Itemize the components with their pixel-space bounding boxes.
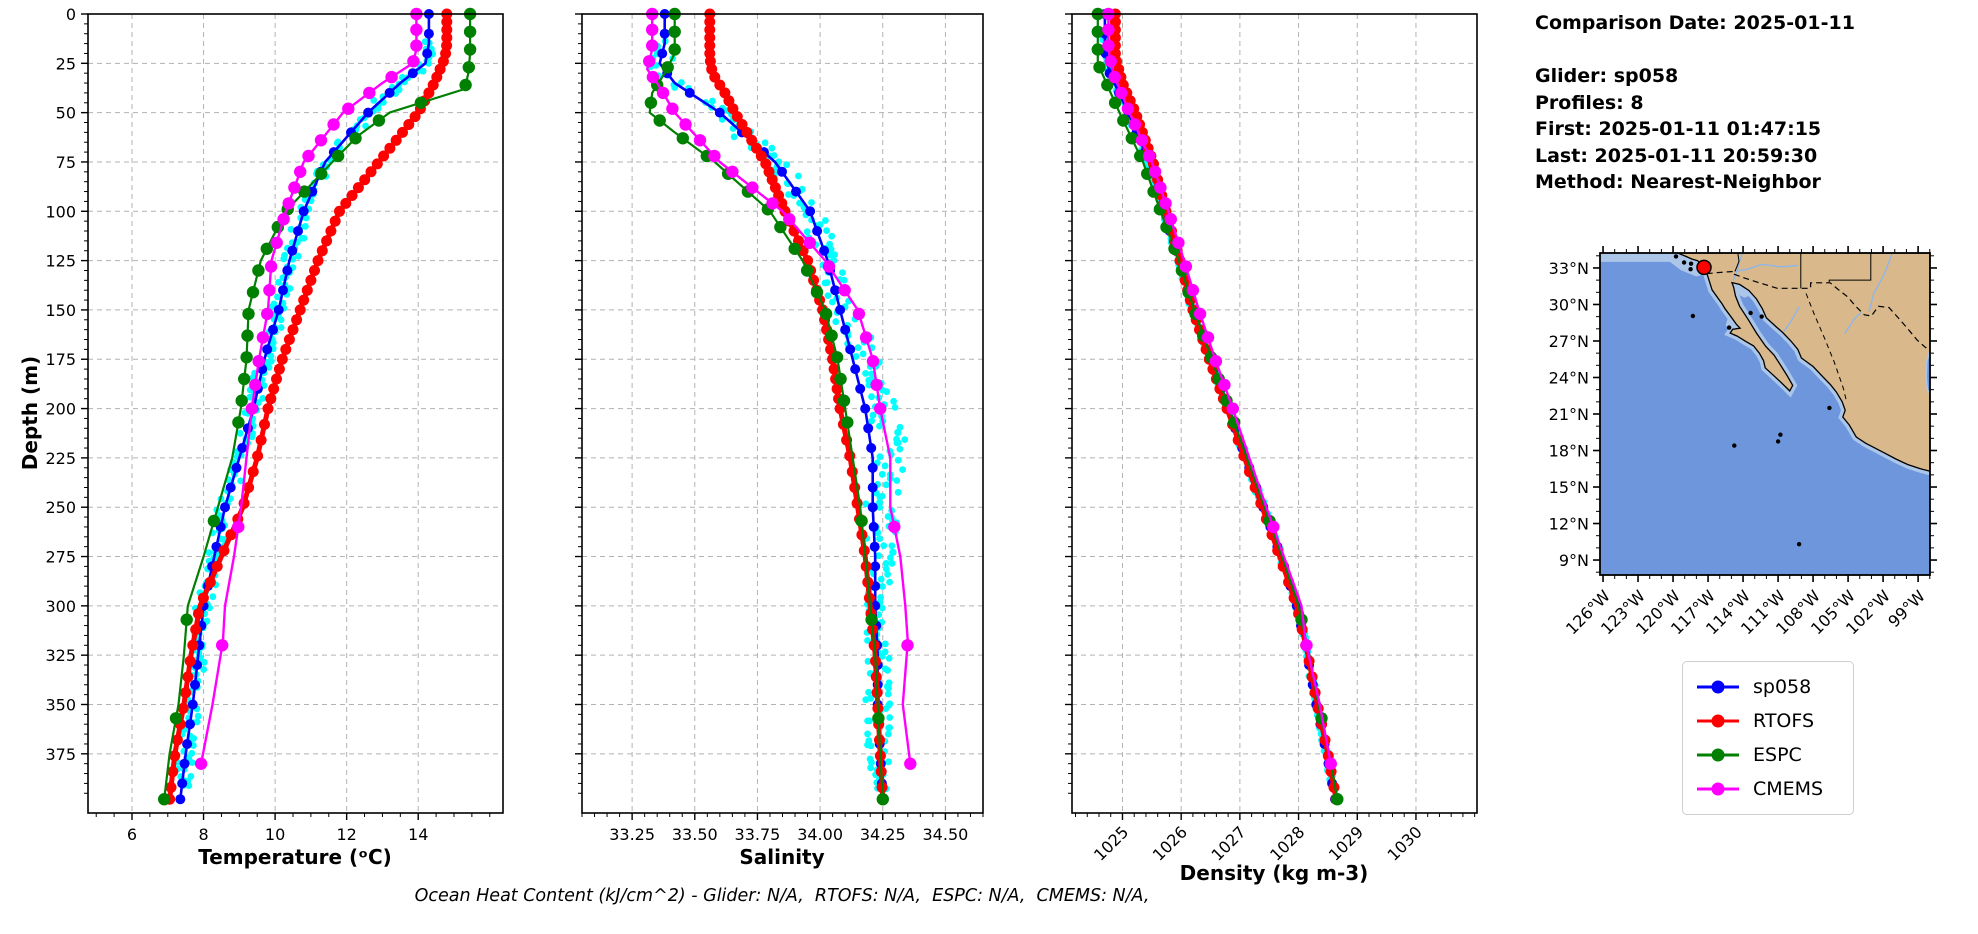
svg-text:350: 350 [45, 695, 76, 714]
svg-text:27°N: 27°N [1549, 332, 1589, 351]
svg-text:34.00: 34.00 [797, 825, 843, 844]
density-profile-plot: 1025 1026 1027 1028 1029 1030 [1065, 7, 1478, 865]
last-profile-time-text: Last: 2025-01-11 20:59:30 [1535, 144, 1818, 167]
legend-item-espc: ESPC [1695, 738, 1841, 772]
svg-text:21°N: 21°N [1549, 405, 1589, 424]
ocean-heat-content-footnote: Ocean Heat Content (kJ/cm^2) - Glider: N… [414, 886, 1150, 906]
temperature-profile-plot: 6 8 10 12 14 0 25 50 75 100 125 150 175 200 225 250 275 3… [45, 5, 504, 844]
legend-label-sp058: sp058 [1753, 676, 1812, 698]
svg-text:50: 50 [56, 104, 76, 123]
first-profile-time-text: First: 2025-01-11 01:47:15 [1535, 118, 1822, 140]
svg-text:225: 225 [45, 449, 76, 468]
rtofs-line-swatch [1697, 714, 1739, 728]
glider-name-text: Glider: sp058 [1535, 65, 1679, 87]
comparison-date-text: Comparison Date: 2025-01-11 [1535, 12, 1855, 34]
legend-label-rtofs: RTOFS [1753, 710, 1815, 732]
legend-label-espc: ESPC [1753, 744, 1802, 766]
density-axis-label: Density (kg m-3) [1179, 861, 1369, 885]
legend-item-cmems: CMEMS [1695, 772, 1841, 806]
svg-text:8: 8 [198, 825, 208, 844]
svg-text:375: 375 [45, 745, 76, 764]
svg-text:100: 100 [45, 202, 76, 221]
svg-text:18°N: 18°N [1549, 442, 1589, 461]
svg-text:1028: 1028 [1266, 822, 1308, 864]
svg-text:10: 10 [265, 825, 285, 844]
cmems-line-swatch [1697, 782, 1739, 796]
svg-text:30°N: 30°N [1549, 295, 1589, 314]
svg-text:12: 12 [336, 825, 356, 844]
espc-line-swatch [1697, 748, 1739, 762]
svg-text:25: 25 [56, 54, 76, 73]
salinity-axis-label: Salinity [739, 845, 825, 869]
svg-text:300: 300 [45, 597, 76, 616]
svg-text:1025: 1025 [1090, 822, 1132, 864]
svg-text:250: 250 [45, 498, 76, 517]
svg-text:1030: 1030 [1384, 822, 1426, 864]
svg-text:125: 125 [45, 252, 76, 271]
svg-text:75: 75 [56, 153, 76, 172]
svg-text:9°N: 9°N [1559, 551, 1589, 570]
profiles-count-text: Profiles: 8 [1535, 91, 1644, 114]
glider-location-marker [1696, 259, 1712, 276]
legend-item-sp058: sp058 [1695, 670, 1841, 704]
info-spacer [1535, 37, 1855, 64]
svg-text:33°N: 33°N [1549, 259, 1589, 278]
svg-text:15°N: 15°N [1549, 478, 1589, 497]
svg-text:275: 275 [45, 548, 76, 567]
method-text: Method: Nearest-Neighbor [1535, 171, 1821, 193]
svg-text:325: 325 [45, 646, 76, 665]
salinity-profile-plot: 33.25 33.50 33.75 34.00 34.25 34.50 [575, 7, 984, 844]
depth-axis-label: Depth (m) [18, 355, 42, 471]
svg-text:1026: 1026 [1149, 822, 1191, 864]
svg-text:33.75: 33.75 [735, 825, 781, 844]
svg-text:150: 150 [45, 301, 76, 320]
svg-text:99°W: 99°W [1884, 586, 1929, 631]
svg-text:12°N: 12°N [1549, 515, 1589, 534]
legend-label-cmems: CMEMS [1753, 778, 1824, 800]
svg-text:1029: 1029 [1325, 822, 1367, 864]
svg-text:34.25: 34.25 [860, 825, 906, 844]
location-map: 9°N12°N15°N18°N21°N24°N27°N30°N33°N126°W… [1549, 246, 1937, 638]
temperature-axis-label: Temperature (ᵒC) [198, 845, 392, 869]
svg-text:175: 175 [45, 350, 76, 369]
legend: sp058 RTOFS ESPC CMEMS [1682, 661, 1854, 815]
svg-text:33.25: 33.25 [609, 825, 655, 844]
svg-text:1027: 1027 [1207, 822, 1249, 864]
svg-text:24°N: 24°N [1549, 368, 1589, 387]
svg-text:33.50: 33.50 [672, 825, 718, 844]
sp058-line-swatch [1697, 680, 1739, 694]
svg-text:34.50: 34.50 [923, 825, 969, 844]
svg-text:6: 6 [127, 825, 137, 844]
legend-item-rtofs: RTOFS [1695, 704, 1841, 738]
svg-text:200: 200 [45, 400, 76, 419]
comparison-info-panel: Comparison Date: 2025-01-11 Glider: sp05… [1535, 10, 1855, 196]
svg-text:14: 14 [408, 825, 428, 844]
svg-text:0: 0 [66, 5, 76, 24]
